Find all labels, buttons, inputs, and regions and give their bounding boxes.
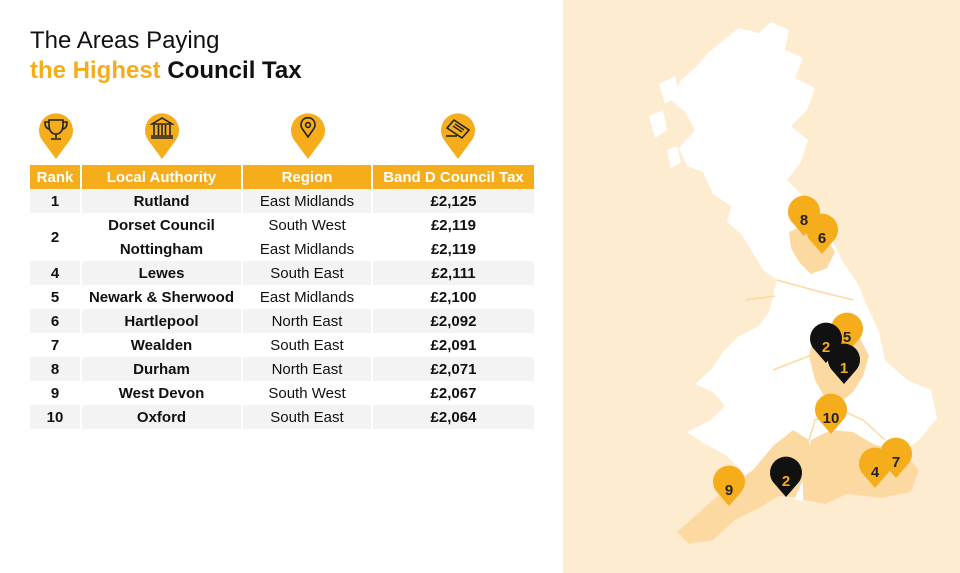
tax-cell: £2,125 — [372, 189, 534, 213]
page-title: The Areas Paying the Highest Council Tax — [30, 26, 302, 86]
table-row: 2 Dorset Council South West £2,119 — [30, 213, 534, 261]
header-band-d-council-tax: Band D Council Tax — [372, 165, 534, 189]
great-britain-landmass — [671, 22, 937, 544]
table-row: 5 Newark & Sherwood East Midlands £2,100 — [30, 285, 534, 309]
title-highlight: the Highest — [30, 57, 161, 84]
map-marker-9: 9 — [713, 465, 745, 506]
tax-cell: £2,067 — [430, 384, 477, 402]
authority-cell: Dorset Council — [81, 213, 243, 237]
region-boundaries — [744, 279, 886, 481]
rank-cell: 1 — [30, 189, 82, 213]
table-row: 6 Hartlepool North East £2,092 — [30, 309, 534, 333]
marker-label: 7 — [892, 454, 900, 471]
tax-cell: £2,119 — [430, 240, 477, 258]
authority-cell: West Devon — [81, 381, 243, 405]
authority-cell: Newark & Sherwood — [81, 285, 243, 309]
map-marker-1: 1 — [828, 343, 860, 384]
tax-cell: £2,092 — [372, 309, 534, 333]
tax-cell: £2,091 — [430, 336, 477, 354]
header-local-authority: Local Authority — [81, 165, 243, 189]
rank-cell: 6 — [30, 309, 82, 333]
map-marker-7: 7 — [880, 437, 912, 478]
trophy-icon — [39, 113, 73, 159]
authority-cell: Wealden — [81, 333, 243, 357]
marker-label: 2 — [822, 339, 830, 356]
region-cell: East Midlands — [242, 237, 373, 261]
marker-label: 10 — [823, 410, 840, 427]
table-row: 10 Oxford South East £2,064 — [30, 405, 534, 429]
council-tax-table: Rank Local Authority Region Band D Counc… — [30, 165, 534, 429]
tax-cell: £2,071 — [372, 357, 534, 381]
rank-cell: 10 — [30, 405, 82, 429]
marker-label: 4 — [871, 464, 880, 481]
rank-cell: 4 — [30, 261, 82, 285]
marker-label: 6 — [818, 230, 826, 247]
map-marker-6: 6 — [806, 213, 838, 254]
region-cell: East Midlands — [242, 285, 373, 309]
location-icon — [291, 113, 325, 159]
island — [667, 146, 681, 168]
rank-cell: 7 — [30, 333, 82, 357]
title-line-1: The Areas Paying — [30, 27, 220, 54]
region-cell: South West — [242, 213, 373, 237]
table-row: 9 West Devon South West £2,067 — [30, 381, 534, 405]
header-icons — [30, 108, 534, 160]
region-cell: North East — [242, 309, 373, 333]
rank-cell: 5 — [30, 285, 82, 309]
marker-label: 2 — [782, 473, 790, 490]
table-row: 1 Rutland East Midlands £2,125 — [30, 189, 534, 213]
map-marker-2-dorset: 2 — [770, 456, 802, 497]
region-cell: South East — [242, 261, 373, 285]
bank-building-icon — [145, 113, 179, 159]
table-row: 4 Lewes South East £2,111 — [30, 261, 534, 285]
map-marker-10: 10 — [815, 393, 847, 434]
title-rest: Council Tax — [167, 57, 302, 84]
uk-map-panel: 8 6 5 2 1 10 2 4 — [563, 0, 960, 573]
table-row: 7 Wealden South East £2,091 — [30, 333, 534, 357]
region-cell: South West — [242, 381, 373, 405]
region-cell: North East — [242, 357, 373, 381]
tax-cell: £2,119 — [430, 216, 477, 234]
region-cell: South East — [242, 333, 373, 357]
tax-cell: £2,111 — [372, 261, 534, 285]
island — [649, 110, 667, 138]
authority-cell: Durham — [81, 357, 243, 381]
marker-label: 1 — [840, 360, 848, 377]
marker-label: 8 — [800, 212, 808, 229]
authority-cell: Hartlepool — [81, 309, 243, 333]
bill-icon — [441, 113, 475, 159]
marker-label: 9 — [725, 482, 733, 499]
marker-label: 5 — [843, 329, 851, 346]
tax-cell: £2,064 — [372, 405, 534, 429]
table-row: 8 Durham North East £2,071 — [30, 357, 534, 381]
island — [659, 76, 679, 104]
table-row: Nottingham East Midlands £2,119 — [30, 237, 534, 261]
uk-map: 8 6 5 2 1 10 2 4 — [649, 22, 937, 544]
header-rank: Rank — [30, 165, 82, 189]
header-region: Region — [242, 165, 373, 189]
authority-cell: Rutland — [81, 189, 243, 213]
authority-cell: Oxford — [81, 405, 243, 429]
authority-cell: Nottingham — [81, 237, 243, 261]
region-cell: South East — [242, 405, 373, 429]
rank-cell: 2 — [30, 213, 82, 261]
authority-cell: Lewes — [81, 261, 243, 285]
rank-cell: 9 — [30, 381, 82, 405]
rank-cell: 8 — [30, 357, 82, 381]
tax-cell: £2,100 — [430, 288, 477, 306]
region-cell: East Midlands — [242, 189, 373, 213]
table-header-row: Rank Local Authority Region Band D Counc… — [30, 165, 534, 189]
